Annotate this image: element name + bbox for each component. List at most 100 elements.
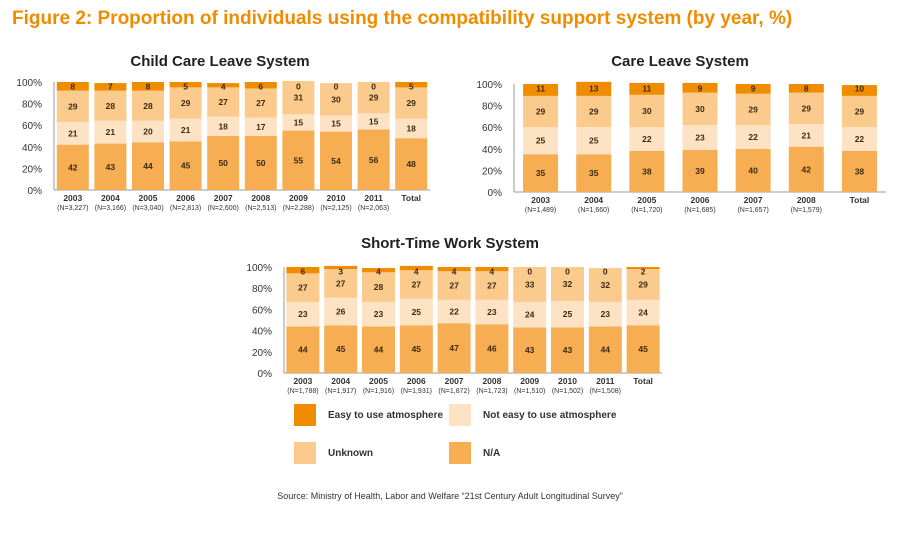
data-label-not_easy: 15 (369, 116, 379, 126)
data-label-na: 54 (331, 156, 341, 166)
data-label-unknown: 29 (748, 104, 758, 114)
x-tick-sublabel: (N=2,125) (320, 205, 351, 212)
bar-segment-easy (169, 82, 202, 88)
data-label-easy: 0 (565, 267, 570, 277)
legend-swatch-unknown (294, 442, 316, 464)
data-label-unknown: 30 (642, 106, 652, 116)
data-label-unknown: 29 (369, 93, 379, 103)
data-label-unknown: 32 (563, 279, 573, 289)
bar-segment-na (523, 154, 559, 192)
y-tick-label: 100% (246, 263, 272, 274)
data-label-na: 35 (589, 168, 599, 178)
data-label-na: 42 (802, 164, 812, 174)
data-label-easy: 0 (527, 267, 532, 277)
bar-segment-easy (286, 267, 320, 274)
bar-segment-not_easy (626, 299, 660, 326)
y-tick-label: 40% (482, 145, 502, 156)
bar-segment-unknown (324, 269, 358, 298)
bar-segment-not_easy (395, 118, 428, 139)
legend: Easy to use atmosphere Not easy to use a… (294, 404, 654, 466)
bar-segment-not_easy (682, 125, 718, 150)
data-label-unknown: 32 (601, 280, 611, 290)
data-label-unknown: 28 (106, 101, 116, 111)
bar-segment-na (244, 136, 277, 190)
bar-segment-unknown (207, 87, 240, 117)
data-label-unknown: 28 (143, 101, 153, 111)
x-tick-sublabel: (N=1,931) (401, 388, 432, 395)
x-tick-label: 2003 (531, 195, 550, 205)
data-label-easy: 4 (490, 267, 495, 277)
x-tick-label: 2008 (251, 193, 270, 203)
data-label-not_easy: 22 (449, 307, 459, 317)
y-tick-label: 40% (22, 143, 42, 154)
x-tick-label: 2008 (797, 195, 816, 205)
bar-segment-na (475, 324, 509, 373)
data-label-easy: 5 (183, 82, 188, 92)
data-label-na: 35 (536, 168, 546, 178)
data-label-unknown: 29 (802, 103, 812, 113)
x-tick-sublabel: (N=1,508) (590, 388, 621, 395)
data-label-not_easy: 20 (143, 127, 153, 137)
x-tick-label: 2006 (176, 193, 195, 203)
y-tick-label: 80% (252, 284, 272, 295)
x-tick-sublabel: (N=1,657) (737, 207, 768, 214)
bar-segment-not_easy (94, 120, 127, 144)
data-label-unknown: 30 (331, 94, 341, 104)
y-tick-label: 60% (22, 121, 42, 132)
x-tick-sublabel: (N=1,917) (325, 388, 356, 395)
data-label-not_easy: 25 (589, 136, 599, 146)
y-tick-label: 20% (252, 348, 272, 359)
x-tick-label: 2010 (558, 376, 577, 386)
x-tick-label: 2006 (407, 376, 426, 386)
data-label-easy: 6 (301, 267, 306, 277)
bar-segment-unknown (437, 271, 471, 300)
data-label-na: 44 (143, 161, 153, 171)
chart-title: Short-Time Work System (361, 235, 539, 252)
data-label-not_easy: 17 (256, 122, 266, 132)
bar-segment-na (513, 327, 547, 373)
x-tick-label: Total (633, 376, 653, 386)
x-tick-sublabel: (N=1,788) (287, 388, 318, 395)
y-tick-label: 40% (252, 327, 272, 338)
x-tick-sublabel: (N=1,916) (363, 388, 394, 395)
bar-segment-easy (523, 84, 559, 96)
data-label-na: 38 (855, 166, 865, 176)
bar-segment-easy (362, 268, 395, 273)
data-label-not_easy: 25 (412, 307, 422, 317)
x-tick-sublabel: (N=1,510) (514, 388, 545, 395)
data-label-na: 39 (695, 166, 705, 176)
data-label-na: 40 (748, 165, 758, 175)
data-label-easy: 0 (334, 82, 339, 92)
legend-item-not-easy: Not easy to use atmosphere (449, 404, 616, 426)
bar-segment-easy (437, 267, 471, 272)
bar-segment-unknown (132, 90, 164, 121)
data-label-easy: 9 (698, 84, 703, 94)
x-tick-label: Total (401, 193, 421, 203)
data-label-not_easy: 24 (638, 308, 648, 318)
data-label-easy: 13 (589, 84, 599, 94)
data-label-unknown: 29 (638, 279, 648, 289)
bar-segment-unknown (286, 273, 320, 302)
x-tick-label: 2011 (596, 376, 615, 386)
bar-segment-easy (788, 84, 824, 93)
x-tick-label: 2007 (744, 195, 763, 205)
bar-segment-easy (244, 82, 277, 89)
bar-segment-not_easy (551, 300, 584, 328)
bar-segment-na (357, 129, 390, 190)
bar-segment-na (576, 154, 612, 192)
data-label-not_easy: 21 (68, 128, 78, 138)
bar-segment-easy (132, 82, 164, 91)
bar-segment-na (735, 148, 771, 192)
bar-segment-not_easy (735, 125, 771, 149)
legend-swatch-easy (294, 404, 316, 426)
x-tick-label: 2005 (637, 195, 656, 205)
bar-segment-not_easy (399, 298, 433, 326)
legend-label-na: N/A (483, 447, 501, 459)
legend-label-unknown: Unknown (328, 447, 373, 459)
data-label-na: 43 (525, 345, 535, 355)
data-label-not_easy: 22 (855, 134, 865, 144)
data-label-easy: 0 (603, 267, 608, 277)
y-tick-label: 80% (22, 100, 42, 111)
bar-segment-not_easy (282, 114, 315, 131)
data-label-easy: 4 (376, 267, 381, 277)
